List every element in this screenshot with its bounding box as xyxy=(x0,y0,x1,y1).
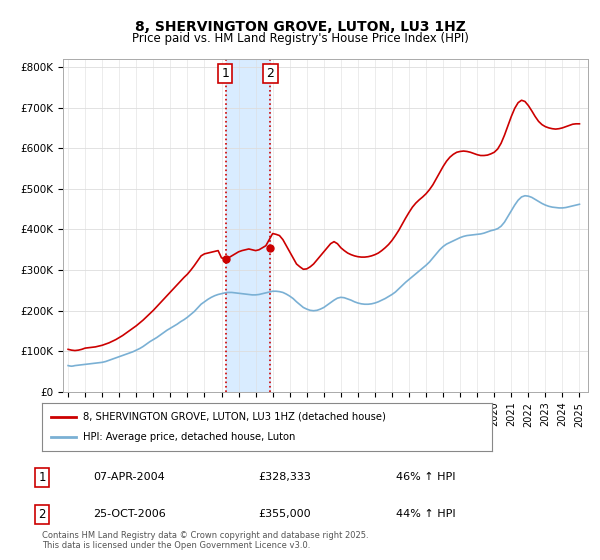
Text: 25-OCT-2006: 25-OCT-2006 xyxy=(93,509,166,519)
Text: 2: 2 xyxy=(266,67,274,80)
Text: 46% ↑ HPI: 46% ↑ HPI xyxy=(396,472,455,482)
Text: 1: 1 xyxy=(38,470,46,484)
Text: £328,333: £328,333 xyxy=(258,472,311,482)
Text: Contains HM Land Registry data © Crown copyright and database right 2025.
This d: Contains HM Land Registry data © Crown c… xyxy=(42,530,368,550)
Text: 44% ↑ HPI: 44% ↑ HPI xyxy=(396,509,455,519)
Text: 2: 2 xyxy=(38,507,46,521)
Text: 1: 1 xyxy=(221,67,229,80)
Text: HPI: Average price, detached house, Luton: HPI: Average price, detached house, Luto… xyxy=(83,432,295,442)
Text: £355,000: £355,000 xyxy=(258,509,311,519)
Bar xyxy=(226,59,269,392)
Text: 8, SHERVINGTON GROVE, LUTON, LU3 1HZ (detached house): 8, SHERVINGTON GROVE, LUTON, LU3 1HZ (de… xyxy=(83,412,385,422)
Text: 8, SHERVINGTON GROVE, LUTON, LU3 1HZ: 8, SHERVINGTON GROVE, LUTON, LU3 1HZ xyxy=(134,20,466,34)
Text: 07-APR-2004: 07-APR-2004 xyxy=(93,472,165,482)
Text: Price paid vs. HM Land Registry's House Price Index (HPI): Price paid vs. HM Land Registry's House … xyxy=(131,32,469,45)
